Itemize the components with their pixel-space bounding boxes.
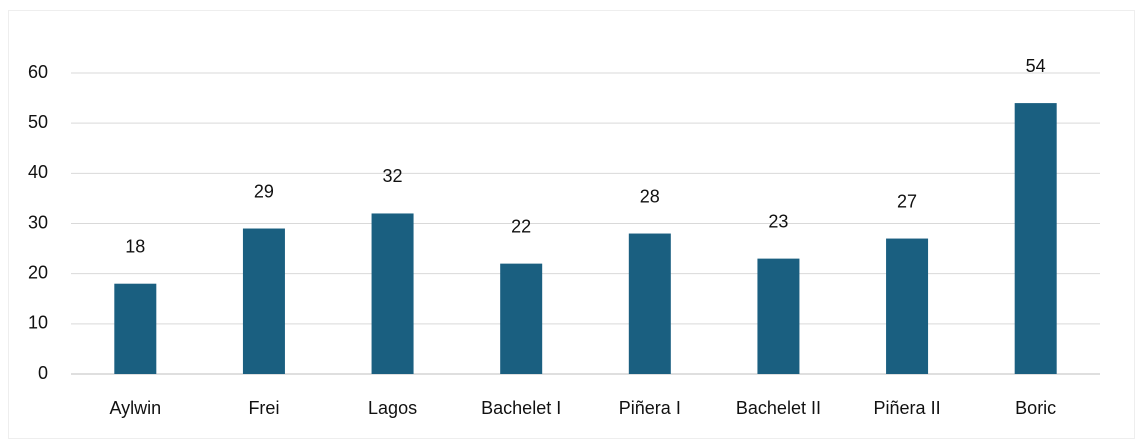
bar bbox=[371, 213, 414, 374]
bar bbox=[757, 258, 800, 374]
chart-border bbox=[8, 10, 1135, 439]
bar bbox=[886, 238, 929, 374]
value-label: 22 bbox=[511, 216, 531, 236]
value-label: 54 bbox=[1026, 56, 1046, 76]
bar bbox=[1014, 103, 1057, 374]
x-tick-label: Aylwin bbox=[109, 398, 161, 418]
y-tick-label: 20 bbox=[28, 262, 48, 282]
y-tick-label: 60 bbox=[28, 62, 48, 82]
value-label: 27 bbox=[897, 191, 917, 211]
y-tick-label: 40 bbox=[28, 162, 48, 182]
bar bbox=[242, 228, 285, 374]
x-tick-label: Piñera I bbox=[619, 398, 681, 418]
y-tick-label: 50 bbox=[28, 112, 48, 132]
value-label: 18 bbox=[125, 236, 145, 256]
bar bbox=[628, 233, 671, 374]
value-label: 28 bbox=[640, 186, 660, 206]
value-label: 32 bbox=[383, 166, 403, 186]
x-tick-label: Piñera II bbox=[874, 398, 941, 418]
x-tick-label: Frei bbox=[248, 398, 279, 418]
y-tick-label: 30 bbox=[28, 212, 48, 232]
value-label: 29 bbox=[254, 181, 274, 201]
y-tick-label: 0 bbox=[38, 363, 48, 383]
bar bbox=[114, 283, 157, 374]
y-tick-label: 10 bbox=[28, 313, 48, 333]
x-tick-label: Lagos bbox=[368, 398, 417, 418]
x-tick-label: Bachelet II bbox=[736, 398, 821, 418]
value-label: 23 bbox=[768, 211, 788, 231]
x-tick-label: Boric bbox=[1015, 398, 1056, 418]
bar bbox=[500, 263, 543, 374]
x-tick-label: Bachelet I bbox=[481, 398, 561, 418]
